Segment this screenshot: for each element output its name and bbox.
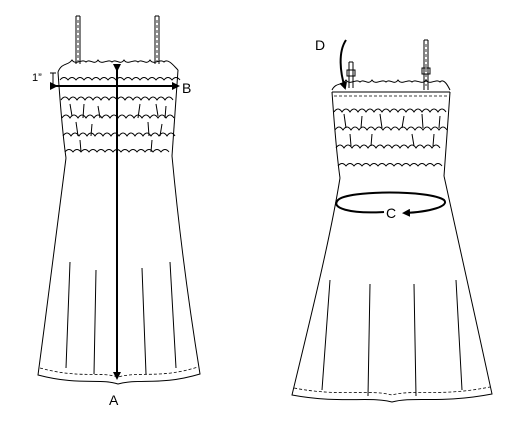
- label-a: A: [109, 392, 119, 408]
- front-straps: [75, 15, 160, 64]
- dimension-c-arrow: [335, 191, 447, 217]
- back-skirt: [291, 175, 493, 403]
- label-d: D: [315, 37, 326, 53]
- back-straps: [346, 39, 431, 90]
- front-ruffle-edge: [57, 59, 179, 73]
- back-dress: [291, 39, 493, 403]
- front-skirt: [37, 155, 201, 385]
- back-shirring: [333, 108, 448, 167]
- label-c: C: [386, 205, 397, 221]
- label-one-inch: 1”: [32, 72, 42, 84]
- front-shirring: [59, 77, 181, 153]
- label-b: B: [182, 80, 192, 96]
- dimension-d-arrow: [339, 39, 348, 90]
- back-ruffle-edge: [331, 79, 451, 91]
- front-dress: [37, 15, 201, 385]
